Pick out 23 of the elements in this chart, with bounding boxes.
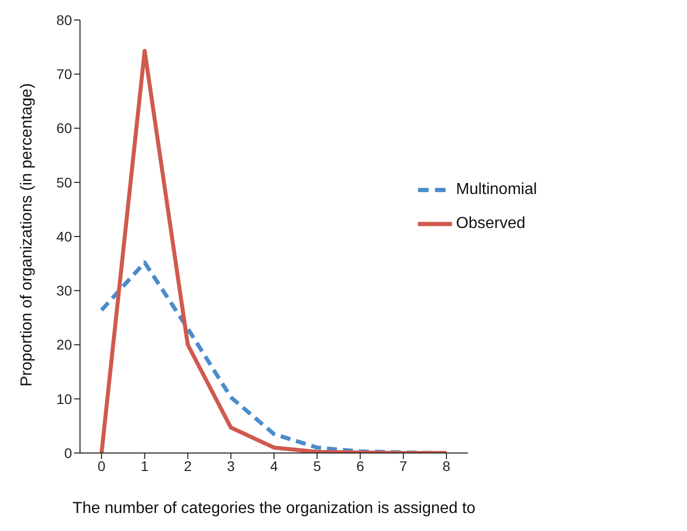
- y-tick-label: 0: [64, 444, 72, 461]
- legend-label: Multinomial: [456, 181, 537, 198]
- y-tick-label: 60: [56, 120, 72, 136]
- x-tick-label: 5: [313, 458, 322, 474]
- y-tick-label: 50: [56, 174, 72, 190]
- x-tick-label: 3: [226, 458, 235, 474]
- x-axis-title: The number of categories the organization is assigned to: [72, 500, 476, 517]
- x-tick-label: 6: [356, 458, 364, 474]
- y-axis-title: Proportion of organizations (in percentage): [18, 83, 36, 386]
- y-tick-label: 30: [56, 282, 72, 299]
- y-tick-label: 40: [56, 228, 72, 244]
- legend-label: Observed: [456, 215, 526, 232]
- y-tick-label: 70: [56, 66, 72, 82]
- y-tick-label: 20: [56, 336, 72, 353]
- x-tick-label: 2: [184, 458, 192, 474]
- x-tick-label: 1: [140, 458, 149, 474]
- y-tick-label: 10: [56, 390, 72, 407]
- y-tick-label: 80: [56, 12, 72, 28]
- line-series: [100, 48, 448, 453]
- x-tick-label: 4: [270, 458, 278, 474]
- x-tick-label: 7: [399, 458, 408, 474]
- x-tick-label: 8: [442, 458, 451, 474]
- x-tick-label: 0: [98, 458, 106, 474]
